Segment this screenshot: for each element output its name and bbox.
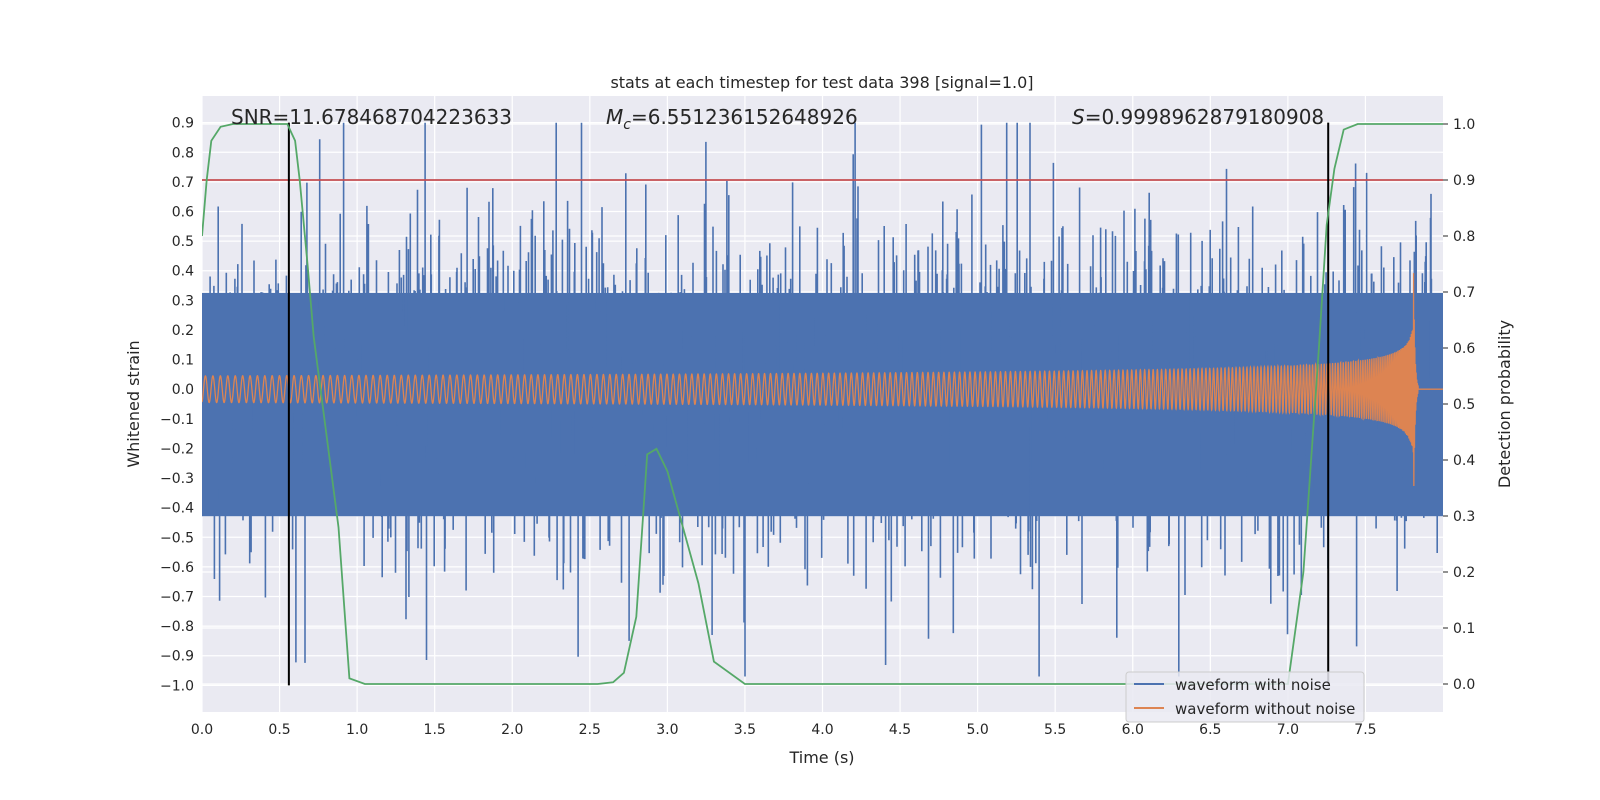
left-y-tick-label: 0.4: [172, 264, 194, 280]
x-tick-label: 6.5: [1199, 722, 1221, 738]
significance-annotation: S=0.9998962879180908: [1072, 105, 1324, 129]
x-tick-label: 5.5: [1044, 722, 1066, 738]
left-y-tick-label: −0.8: [160, 619, 194, 635]
x-tick-label: 0.0: [191, 722, 213, 738]
snr-annotation: SNR=11.678468704223633: [231, 105, 512, 129]
left-y-tick-label: 0.5: [172, 234, 194, 250]
left-y-tick-label: −0.3: [160, 471, 194, 487]
right-y-tick-label: 0.0: [1453, 677, 1475, 693]
legend: waveform with noise waveform without noi…: [1125, 671, 1365, 723]
right-y-tick-labels: 1.0 0.9 0.8 0.7 0.6 0.5 0.4 0.3 0.2 0.1 0.0: [1443, 117, 1475, 693]
left-y-tick-label: 0.6: [172, 205, 194, 221]
series-waveform-with-noise: [202, 122, 1442, 677]
x-tick-label: 1.5: [424, 722, 446, 738]
legend-label-clean: waveform without noise: [1175, 700, 1355, 718]
left-y-tick-label: −1.0: [160, 678, 194, 694]
right-y-tick-label: 0.4: [1453, 453, 1475, 469]
x-tick-label: 7.5: [1354, 722, 1376, 738]
series-waveform-without-noise: [202, 273, 1443, 487]
left-y-tick-label: 0.8: [172, 145, 194, 161]
chirp-mass-annotation: Mc=6.551236152648926: [606, 105, 858, 133]
chirp-mass-value: =6.551236152648926: [631, 105, 858, 129]
right-y-axis-label: Detection probability: [1495, 320, 1514, 488]
x-tick-label: 4.5: [889, 722, 911, 738]
left-y-axis-label: Whitened strain: [124, 340, 143, 467]
left-y-tick-label: −0.5: [160, 530, 194, 546]
chirp-mass-subscript: c: [623, 117, 631, 133]
x-axis-label: Time (s): [788, 748, 854, 767]
x-tick-label: 3.5: [734, 722, 756, 738]
x-tick-label: 2.0: [501, 722, 523, 738]
chirp-mass-symbol: M: [606, 105, 623, 129]
left-y-tick-label: −0.4: [160, 501, 194, 517]
left-y-tick-label: 0.3: [172, 293, 194, 309]
significance-symbol: S: [1072, 105, 1085, 129]
left-y-tick-label: −0.6: [160, 560, 194, 576]
x-tick-label: 4.0: [811, 722, 833, 738]
x-tick-label: 7.0: [1277, 722, 1299, 738]
legend-label-noise: waveform with noise: [1175, 676, 1331, 694]
significance-value: =0.9998962879180908: [1085, 105, 1324, 129]
x-tick-label: 1.0: [346, 722, 368, 738]
x-tick-label: 5.0: [966, 722, 988, 738]
x-tick-label: 2.5: [579, 722, 601, 738]
left-y-tick-label: 0.0: [172, 382, 194, 398]
right-y-tick-label: 0.8: [1453, 229, 1475, 245]
left-y-tick-labels: 0.9 0.8 0.7 0.6 0.5 0.4 0.3 0.2 0.1 0.0 −0.1 −0.2 −0…: [160, 116, 194, 695]
right-y-tick-label: 0.7: [1453, 285, 1475, 301]
right-y-tick-label: 0.5: [1453, 397, 1475, 413]
x-tick-label: 3.0: [656, 722, 678, 738]
left-y-tick-label: 0.1: [172, 353, 194, 369]
right-y-tick-label: 1.0: [1453, 117, 1475, 133]
series-detection-probability: [202, 123, 1443, 685]
right-y-tick-label: 0.6: [1453, 341, 1475, 357]
chart-title: stats at each timestep for test data 398…: [610, 73, 1033, 92]
left-y-tick-label: 0.2: [172, 323, 194, 339]
right-y-tick-label: 0.3: [1453, 509, 1475, 525]
right-y-tick-label: 0.1: [1453, 621, 1475, 637]
left-y-tick-label: −0.7: [160, 590, 194, 606]
legend-box: [1125, 671, 1365, 723]
x-tick-label: 0.5: [268, 722, 290, 738]
x-tick-label: 6.0: [1122, 722, 1144, 738]
right-y-tick-label: 0.2: [1453, 565, 1475, 581]
right-y-tick-label: 0.9: [1453, 173, 1475, 189]
left-y-tick-label: 0.9: [172, 116, 194, 132]
x-tick-labels: 0.0 0.5 1.0 1.5 2.0 2.5 3.0 3.5 4.0 4.5 5.0 5.5 6.0 6…: [191, 722, 1377, 738]
left-y-tick-label: −0.2: [160, 441, 194, 457]
left-y-tick-label: 0.7: [172, 175, 194, 191]
left-y-tick-label: −0.1: [160, 412, 194, 428]
left-y-tick-label: −0.9: [160, 649, 194, 665]
